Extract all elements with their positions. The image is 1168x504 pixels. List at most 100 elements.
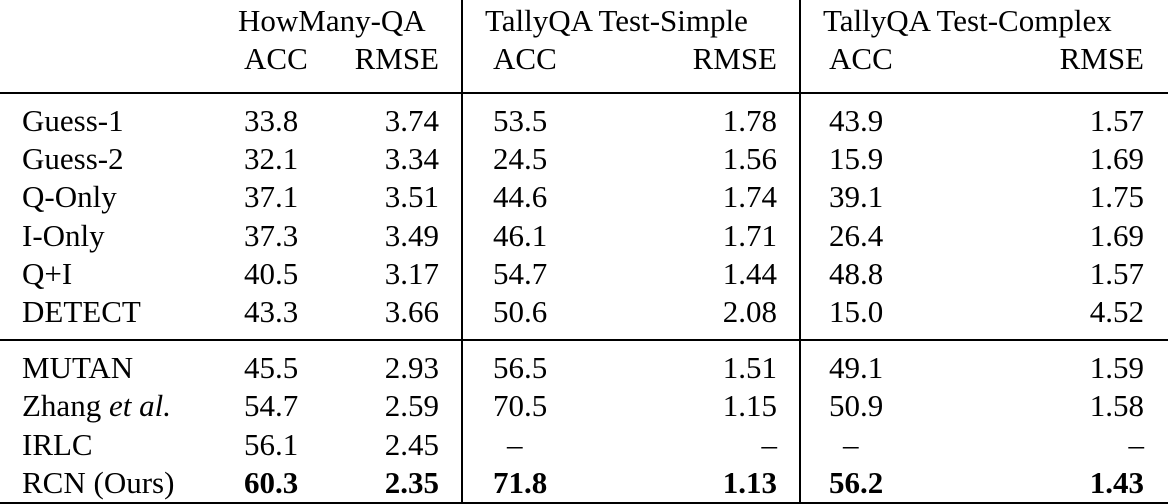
ts-acc-cell: 53.5	[493, 103, 548, 139]
tc-acc-cell: 43.9	[829, 103, 884, 139]
midrule	[0, 339, 1168, 350]
table-row: DETECT 43.3 3.66 50.6 2.08 15.0 4.52	[0, 292, 1168, 332]
tc-rmse-cell: 1.58	[1089, 388, 1144, 424]
ts-rmse-cell: 1.78	[582, 102, 801, 141]
hm-acc-cell: 54.7	[244, 388, 299, 424]
hm-acc-cell: 45.5	[244, 350, 299, 386]
tc-acc-cell: 48.8	[829, 255, 884, 291]
tc-rmse-cell: 1.69	[1089, 217, 1144, 253]
table-row: RCN (Ours) 60.3 2.35 71.8 1.13 56.2 1.43	[0, 463, 1168, 504]
hm-rmse-cell: 3.51	[334, 178, 463, 217]
hm-rmse-cell: 2.45	[334, 425, 463, 464]
tc-rmse-header: RMSE	[1059, 41, 1144, 76]
method-name: DETECT	[22, 294, 141, 330]
ts-acc-cell: 46.1	[493, 217, 548, 253]
tc-rmse-cell: 1.59	[1089, 350, 1144, 386]
group-header-row: HowMany-QA TallyQA Test-Simple TallyQA T…	[0, 0, 1168, 40]
ts-acc-cell: 71.8	[462, 463, 582, 504]
ts-rmse-cell: 1.56	[582, 140, 801, 179]
header-empty-cell	[0, 40, 234, 78]
spacer-row	[0, 78, 1168, 93]
hm-rmse-cell: 3.49	[334, 216, 463, 255]
method-name: IRLC	[22, 426, 93, 462]
header-rule	[0, 92, 1168, 102]
tc-acc-cell: 26.4	[829, 217, 884, 253]
tc-rmse-cell: –	[1128, 426, 1145, 462]
group-title-tally-complex: TallyQA Test-Complex	[823, 3, 1112, 38]
ts-rmse-cell: 1.44	[582, 254, 801, 293]
table-row: Guess-2 32.1 3.34 24.5 1.56 15.9 1.69	[0, 140, 1168, 179]
tc-acc-cell: 39.1	[829, 179, 884, 215]
tc-rmse-cell: 1.75	[1089, 179, 1144, 215]
spacer-row	[0, 331, 1168, 341]
tc-rmse-cell: 1.57	[1089, 103, 1144, 139]
ts-rmse-cell: 1.15	[582, 387, 801, 426]
tc-acc-header: ACC	[829, 41, 893, 76]
ts-rmse-cell: –	[582, 425, 801, 464]
tc-rmse-cell: 1.43	[912, 463, 1168, 504]
hm-rmse-cell: 2.59	[334, 387, 463, 426]
ts-acc-cell: 24.5	[493, 141, 548, 177]
method-name: Q-Only	[22, 179, 117, 215]
table-row: Q+I 40.5 3.17 54.7 1.44 48.8 1.57	[0, 254, 1168, 293]
method-name: I-Only	[22, 217, 105, 253]
tc-acc-cell: –	[843, 426, 859, 462]
tc-acc-cell: 15.0	[829, 294, 884, 330]
header-empty-cell	[0, 0, 234, 40]
ts-acc-header: ACC	[493, 41, 557, 76]
table-row: I-Only 37.3 3.49 46.1 1.71 26.4 1.69	[0, 216, 1168, 255]
hm-rmse-cell: 2.93	[334, 349, 463, 388]
tc-acc-cell: 56.2	[800, 463, 912, 504]
table-row: Q-Only 37.1 3.51 44.6 1.74 39.1 1.75	[0, 178, 1168, 217]
tc-acc-cell: 49.1	[829, 350, 884, 386]
hm-acc-cell: 33.8	[244, 103, 299, 139]
hm-acc-cell: 60.3	[234, 463, 334, 504]
ts-rmse-cell: 1.13	[582, 463, 801, 504]
tc-acc-cell: 50.9	[829, 388, 884, 424]
table-row: IRLC 56.1 2.45 – – – –	[0, 425, 1168, 464]
method-name: Guess-2	[22, 141, 124, 177]
ts-rmse-cell: 1.51	[582, 349, 801, 388]
ts-acc-cell: 70.5	[493, 388, 548, 424]
table-row: MUTAN 45.5 2.93 56.5 1.51 49.1 1.59	[0, 349, 1168, 388]
metric-header-row: ACC RMSE ACC RMSE ACC RMSE	[0, 40, 1168, 78]
ts-acc-cell: 44.6	[493, 179, 548, 215]
method-name: Zhang et al.	[0, 387, 234, 425]
hm-acc-header: ACC	[244, 41, 308, 76]
group-title-howmany: HowMany-QA	[238, 3, 426, 38]
tc-rmse-cell: 1.69	[1089, 141, 1144, 177]
hm-acc-cell: 56.1	[244, 426, 299, 462]
group-title-tally-simple: TallyQA Test-Simple	[462, 0, 801, 40]
hm-acc-cell: 37.3	[244, 217, 299, 253]
hm-acc-cell: 43.3	[244, 294, 299, 330]
tc-rmse-cell: 4.52	[1089, 294, 1144, 330]
ts-acc-cell: 50.6	[493, 294, 548, 330]
hm-rmse-cell: 3.17	[334, 254, 463, 293]
ts-acc-cell: 56.5	[493, 350, 548, 386]
table-row: Zhang et al. 54.7 2.59 70.5 1.15 50.9 1.…	[0, 387, 1168, 426]
hm-rmse-cell: 3.66	[334, 292, 463, 332]
hm-rmse-header: RMSE	[334, 40, 463, 78]
tc-rmse-cell: 1.57	[1089, 255, 1144, 291]
ts-acc-cell: 54.7	[493, 255, 548, 291]
method-name: Q+I	[22, 255, 73, 291]
ts-acc-cell: –	[507, 426, 523, 462]
table-row: Guess-1 33.8 3.74 53.5 1.78 43.9 1.57	[0, 102, 1168, 141]
ts-rmse-header: RMSE	[582, 40, 801, 78]
hm-rmse-cell: 3.34	[334, 140, 463, 179]
hm-rmse-cell: 3.74	[334, 102, 463, 141]
method-name: MUTAN	[22, 350, 134, 386]
hm-acc-cell: 37.1	[244, 179, 299, 215]
ts-rmse-cell: 1.74	[582, 178, 801, 217]
hm-rmse-cell: 2.35	[334, 463, 463, 504]
method-name-text: Zhang	[22, 388, 109, 424]
hm-acc-cell: 40.5	[244, 255, 299, 291]
method-name-etal: et al.	[108, 388, 171, 424]
method-name: Guess-1	[22, 103, 124, 139]
method-name: RCN (Ours)	[0, 463, 234, 504]
hm-acc-cell: 32.1	[244, 141, 299, 177]
ts-rmse-cell: 1.71	[582, 216, 801, 255]
tc-acc-cell: 15.9	[829, 141, 884, 177]
